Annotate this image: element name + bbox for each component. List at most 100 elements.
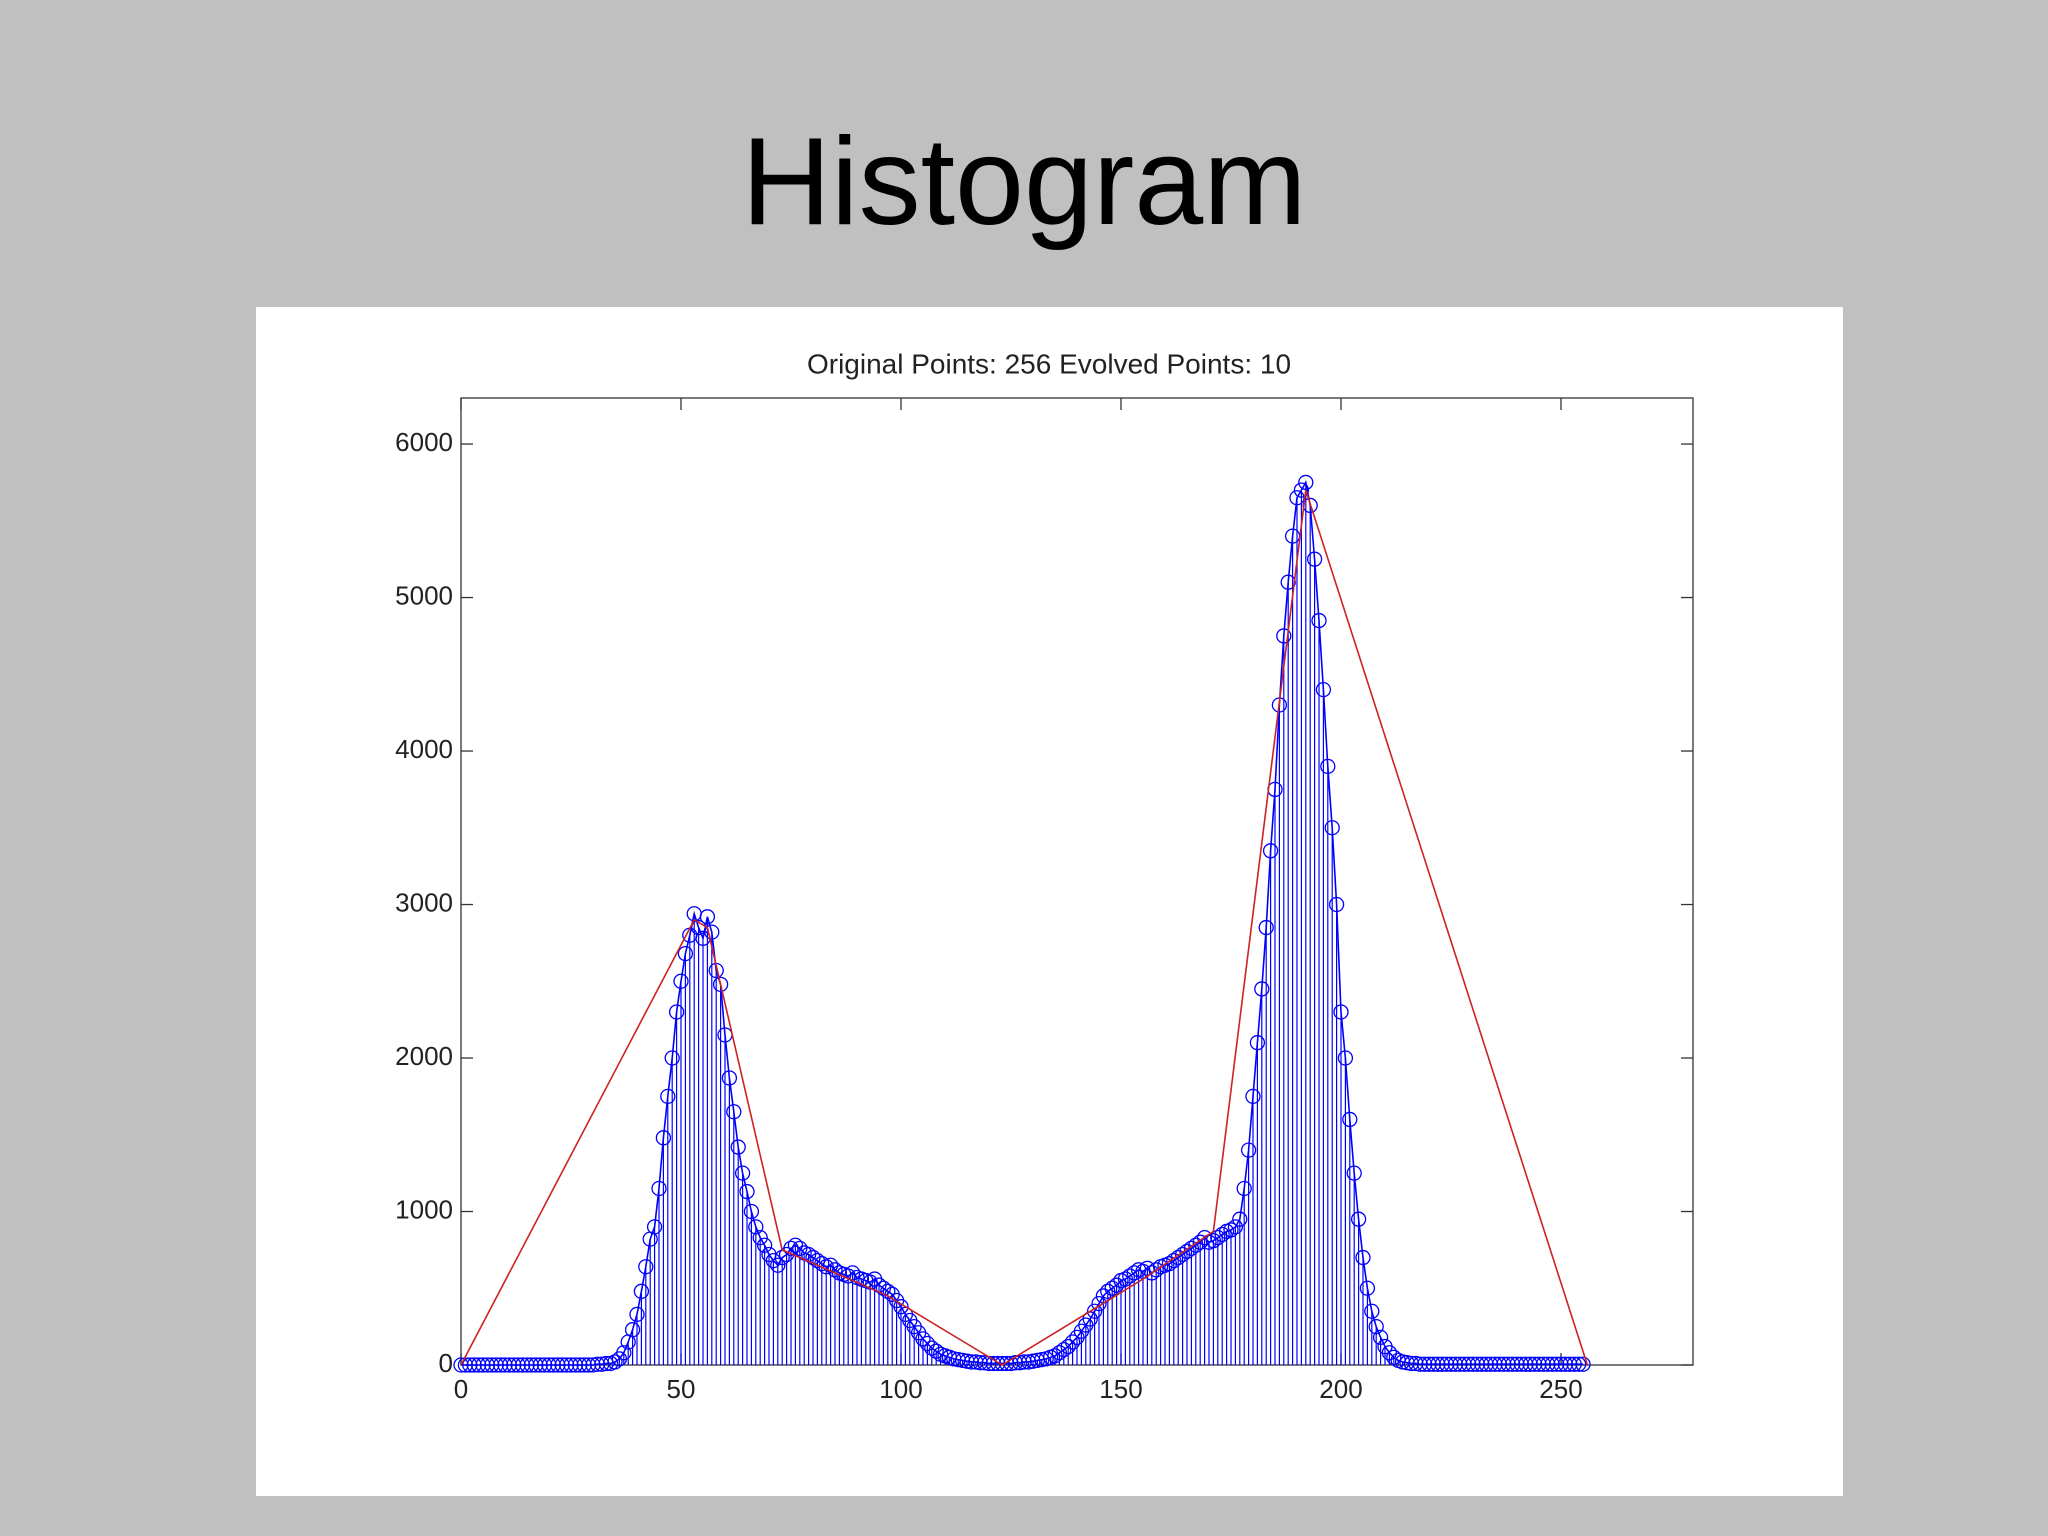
stem-marker (536, 1357, 553, 1373)
stem-marker (1240, 1142, 1257, 1158)
stem-marker (1544, 1356, 1560, 1372)
stem-marker (1474, 1356, 1490, 1372)
stem-marker (497, 1357, 513, 1373)
stem-marker (1148, 1262, 1164, 1278)
x-tick-label: 0 (454, 1374, 468, 1404)
stem-marker (1562, 1356, 1578, 1372)
stem-marker (1328, 896, 1345, 913)
stem-marker (1359, 1280, 1376, 1296)
stem-marker (1104, 1280, 1120, 1296)
stem-marker (1086, 1303, 1103, 1319)
stem-marker (726, 1104, 742, 1120)
stem-marker (567, 1357, 584, 1373)
stem-marker (646, 1219, 663, 1235)
stem-marker (554, 1357, 570, 1373)
stem-marker (783, 1240, 799, 1256)
stem-marker (558, 1357, 575, 1373)
stem-marker (1315, 681, 1332, 698)
stem-marker (462, 1357, 478, 1373)
chart-title: Original Points: 256 Evolved Points: 10 (807, 348, 1291, 379)
stem-marker (787, 1237, 804, 1253)
stem-marker (1262, 843, 1279, 859)
stem-marker (1496, 1356, 1512, 1372)
stem-marker (1289, 490, 1305, 506)
stem-marker (1355, 1249, 1371, 1266)
y-tick-label: 2000 (395, 1041, 453, 1071)
stem-marker (664, 1050, 680, 1066)
stem-marker (1487, 1356, 1503, 1372)
stem-marker (1465, 1356, 1481, 1372)
stem-marker (1566, 1356, 1582, 1372)
stem-outline (461, 480, 1583, 1366)
stem-marker (607, 1354, 623, 1370)
stem-marker (1482, 1356, 1499, 1372)
stem-marker (1091, 1295, 1107, 1312)
stem-marker (1509, 1356, 1525, 1372)
stem-marker (1227, 1219, 1244, 1235)
stem-marker (1434, 1356, 1450, 1372)
stem-marker (580, 1357, 597, 1373)
stem-marker (668, 1004, 685, 1020)
stem-marker (1342, 1111, 1358, 1128)
stem-marker (488, 1357, 504, 1373)
stem-marker (739, 1183, 755, 1200)
stem-marker (1223, 1222, 1239, 1238)
stem-marker (1548, 1356, 1565, 1372)
stem-marker (1364, 1303, 1380, 1319)
stem-marker (1007, 1355, 1024, 1371)
stem-marker (651, 1180, 667, 1197)
stem-marker (1460, 1356, 1477, 1372)
slide-title: Histogram (741, 113, 1307, 251)
stem-marker (1438, 1356, 1455, 1372)
stem-marker (598, 1355, 614, 1372)
chart: Original Points: 256 Evolved Points: 10 … (395, 348, 1694, 1404)
stem-marker (1403, 1355, 1420, 1372)
x-tick-label: 100 (879, 1374, 922, 1404)
stem-marker (765, 1252, 782, 1269)
plot-frame (460, 397, 1694, 1366)
stem-marker (1245, 1088, 1261, 1105)
stem-marker (1531, 1356, 1547, 1372)
y-tick-label: 6000 (395, 427, 453, 457)
stem-marker (963, 1354, 980, 1370)
stem-marker (563, 1357, 579, 1373)
stem-marker (475, 1357, 491, 1373)
stem-marker (510, 1357, 526, 1373)
stem-marker (1381, 1345, 1398, 1361)
stem-marker (1443, 1356, 1459, 1372)
stem-marker (1412, 1356, 1428, 1372)
stem-marker (633, 1283, 650, 1299)
stem-marker (928, 1343, 944, 1359)
stem-marker (506, 1357, 522, 1373)
stem-marker (690, 919, 707, 936)
stem-marker (1513, 1356, 1530, 1372)
stem-marker (972, 1355, 988, 1371)
stem-marker (1372, 1329, 1389, 1346)
stem-marker (660, 1088, 676, 1105)
stem-marker (1056, 1342, 1072, 1358)
stem-marker (1249, 1035, 1266, 1051)
stem-marker (514, 1357, 531, 1373)
stem-marker (484, 1357, 500, 1373)
stem-marker (1258, 919, 1274, 936)
stem-marker (492, 1357, 509, 1373)
stem-marker (1320, 758, 1336, 775)
x-tick-label: 200 (1319, 1374, 1362, 1404)
stem-marker (919, 1335, 936, 1352)
stem-marker (466, 1357, 482, 1373)
stem-marker (1500, 1356, 1516, 1372)
x-tick-label: 150 (1099, 1374, 1142, 1404)
stem-marker (1126, 1265, 1142, 1281)
stem-marker (624, 1322, 641, 1338)
stem-marker (1553, 1356, 1569, 1372)
stem-marker (1518, 1356, 1534, 1372)
stem-marker (1469, 1356, 1486, 1372)
stem-marker (712, 976, 729, 992)
stem-marker (532, 1357, 548, 1373)
stem-marker (1386, 1349, 1402, 1365)
stem-marker (1214, 1226, 1230, 1243)
stem-marker (880, 1283, 896, 1299)
stem-marker (1060, 1338, 1076, 1355)
stem-marker (1306, 551, 1323, 567)
